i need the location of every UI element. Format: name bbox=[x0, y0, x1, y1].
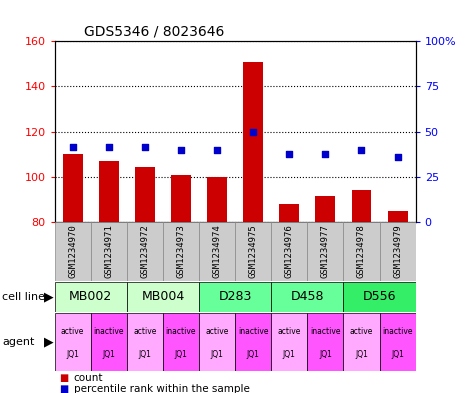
Bar bbox=[343, 313, 380, 371]
Text: active: active bbox=[61, 327, 85, 336]
Text: ■: ■ bbox=[59, 384, 68, 393]
Text: D283: D283 bbox=[218, 290, 252, 303]
Bar bbox=[127, 222, 163, 281]
Bar bbox=[307, 313, 343, 371]
Text: inactive: inactive bbox=[310, 327, 341, 336]
Text: ▶: ▶ bbox=[44, 290, 53, 303]
Text: MB004: MB004 bbox=[141, 290, 185, 303]
Text: inactive: inactive bbox=[94, 327, 124, 336]
Bar bbox=[99, 161, 119, 222]
Bar bbox=[199, 313, 235, 371]
Bar bbox=[55, 282, 127, 312]
Bar bbox=[235, 313, 271, 371]
Bar bbox=[55, 222, 91, 281]
Text: GSM1234978: GSM1234978 bbox=[357, 225, 366, 278]
Bar bbox=[307, 222, 343, 281]
Point bbox=[394, 153, 401, 160]
Text: JQ1: JQ1 bbox=[138, 351, 152, 359]
Bar bbox=[55, 313, 91, 371]
Text: JQ1: JQ1 bbox=[247, 351, 260, 359]
Point bbox=[358, 147, 365, 153]
Text: active: active bbox=[350, 327, 373, 336]
Text: active: active bbox=[205, 327, 229, 336]
Bar bbox=[135, 167, 155, 222]
Text: GSM1234979: GSM1234979 bbox=[393, 225, 402, 278]
Text: ▶: ▶ bbox=[44, 335, 53, 349]
Bar bbox=[271, 282, 343, 312]
Bar bbox=[279, 204, 299, 222]
Bar bbox=[207, 177, 227, 222]
Text: GSM1234970: GSM1234970 bbox=[68, 225, 77, 278]
Text: active: active bbox=[277, 327, 301, 336]
Text: GSM1234972: GSM1234972 bbox=[141, 225, 149, 278]
Text: active: active bbox=[133, 327, 157, 336]
Text: inactive: inactive bbox=[382, 327, 413, 336]
Point bbox=[213, 147, 221, 153]
Text: JQ1: JQ1 bbox=[102, 351, 115, 359]
Text: GSM1234977: GSM1234977 bbox=[321, 225, 330, 278]
Text: MB002: MB002 bbox=[69, 290, 113, 303]
Point bbox=[141, 144, 149, 151]
Bar bbox=[380, 313, 416, 371]
Text: GSM1234974: GSM1234974 bbox=[213, 225, 221, 278]
Text: JQ1: JQ1 bbox=[391, 351, 404, 359]
Bar bbox=[271, 313, 307, 371]
Bar bbox=[380, 222, 416, 281]
Bar bbox=[343, 222, 380, 281]
Point bbox=[69, 144, 76, 151]
Point bbox=[105, 144, 113, 151]
Text: D458: D458 bbox=[291, 290, 324, 303]
Bar bbox=[163, 222, 199, 281]
Bar bbox=[243, 62, 263, 222]
Text: JQ1: JQ1 bbox=[66, 351, 79, 359]
Point bbox=[322, 151, 329, 157]
Text: JQ1: JQ1 bbox=[210, 351, 224, 359]
Point bbox=[249, 129, 257, 135]
Text: GDS5346 / 8023646: GDS5346 / 8023646 bbox=[84, 25, 224, 39]
Bar bbox=[91, 222, 127, 281]
Bar bbox=[127, 282, 199, 312]
Text: inactive: inactive bbox=[238, 327, 268, 336]
Bar bbox=[91, 313, 127, 371]
Bar bbox=[315, 196, 335, 222]
Bar bbox=[352, 190, 371, 222]
Text: JQ1: JQ1 bbox=[355, 351, 368, 359]
Text: D556: D556 bbox=[363, 290, 396, 303]
Text: JQ1: JQ1 bbox=[283, 351, 296, 359]
Text: cell line: cell line bbox=[2, 292, 46, 302]
Text: count: count bbox=[74, 373, 103, 383]
Bar bbox=[343, 282, 416, 312]
Bar bbox=[388, 211, 408, 222]
Bar bbox=[171, 174, 191, 222]
Text: JQ1: JQ1 bbox=[319, 351, 332, 359]
Text: GSM1234973: GSM1234973 bbox=[177, 225, 185, 278]
Text: GSM1234976: GSM1234976 bbox=[285, 225, 294, 278]
Bar bbox=[235, 222, 271, 281]
Text: ■: ■ bbox=[59, 373, 68, 383]
Bar bbox=[271, 222, 307, 281]
Text: GSM1234971: GSM1234971 bbox=[104, 225, 113, 278]
Bar bbox=[199, 282, 271, 312]
Bar bbox=[163, 313, 199, 371]
Text: agent: agent bbox=[2, 337, 35, 347]
Text: percentile rank within the sample: percentile rank within the sample bbox=[74, 384, 249, 393]
Text: GSM1234975: GSM1234975 bbox=[249, 225, 257, 278]
Bar bbox=[127, 313, 163, 371]
Text: JQ1: JQ1 bbox=[174, 351, 188, 359]
Text: inactive: inactive bbox=[166, 327, 196, 336]
Point bbox=[177, 147, 185, 153]
Bar bbox=[63, 154, 83, 222]
Bar bbox=[199, 222, 235, 281]
Point bbox=[285, 151, 293, 157]
